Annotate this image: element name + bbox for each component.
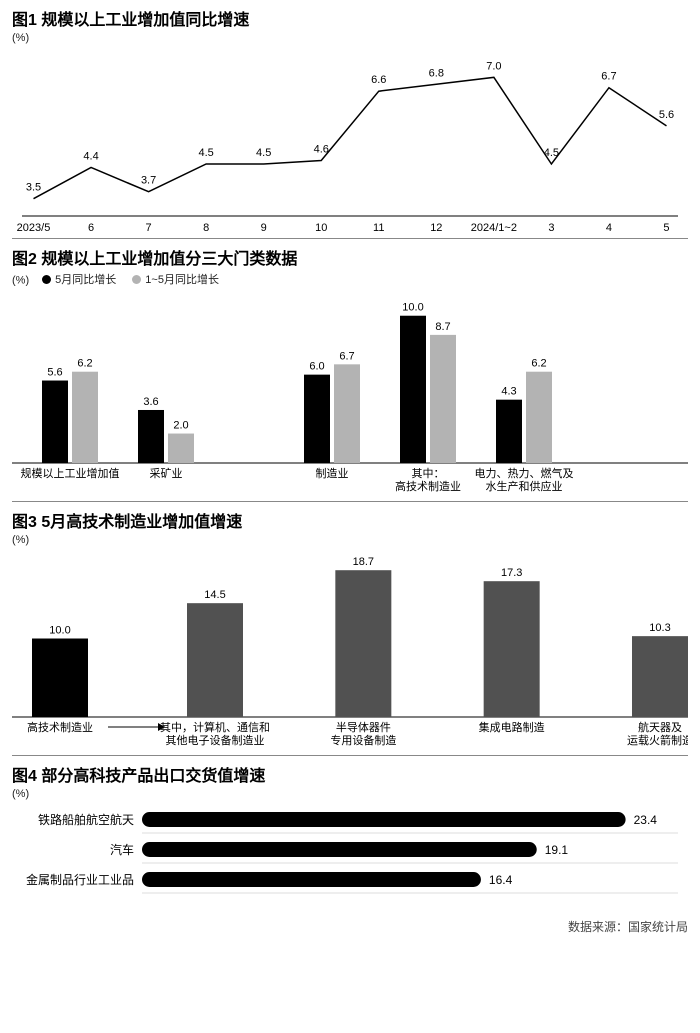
svg-text:2024/1~2: 2024/1~2 [471, 222, 517, 234]
chart2-legend-b: 1~5月同比增长 [132, 271, 219, 287]
chart2-legend-a-label: 5月同比增长 [55, 271, 116, 287]
svg-text:3.6: 3.6 [143, 396, 158, 408]
chart1-title: 图1 规模以上工业增加值同比增速 [12, 6, 688, 30]
svg-text:规模以上工业增加值: 规模以上工业增加值 [21, 466, 120, 480]
svg-text:4.6: 4.6 [314, 144, 329, 156]
svg-text:5.6: 5.6 [47, 367, 62, 379]
svg-text:半导体器件: 半导体器件 [336, 720, 391, 734]
svg-text:4: 4 [606, 222, 612, 234]
svg-text:运载火箭制造: 运载火箭制造 [627, 733, 688, 747]
svg-text:其中：: 其中： [412, 467, 445, 480]
svg-text:4.5: 4.5 [256, 147, 271, 159]
chart2-legend-b-label: 1~5月同比增长 [145, 271, 219, 287]
svg-text:10.0: 10.0 [402, 302, 423, 314]
svg-text:制造业: 制造业 [316, 466, 349, 480]
svg-text:17.3: 17.3 [501, 567, 522, 579]
svg-text:7: 7 [146, 222, 152, 234]
svg-text:6.0: 6.0 [309, 361, 324, 373]
svg-text:4.4: 4.4 [83, 150, 98, 162]
svg-text:3.7: 3.7 [141, 175, 156, 187]
chart2-unit: (%) 5月同比增长 1~5月同比增长 [12, 271, 688, 287]
svg-text:航天器及: 航天器及 [638, 720, 682, 734]
svg-text:采矿业: 采矿业 [150, 467, 183, 480]
svg-text:6.2: 6.2 [531, 358, 546, 370]
chart3-unit: (%) [12, 534, 688, 546]
svg-text:高技术制造业: 高技术制造业 [395, 479, 461, 493]
svg-text:6.6: 6.6 [371, 74, 386, 86]
svg-text:专用设备制造: 专用设备制造 [330, 733, 396, 747]
chart1-svg: 3.5 4.4 3.7 4.5 4.5 4.6 6.6 6.8 7.0 4.5 6.7 5.6 2023… [12, 48, 688, 238]
chart2-legend: 5月同比增长 1~5月同比增长 [42, 271, 219, 287]
svg-text:11: 11 [373, 222, 384, 234]
svg-text:10.3: 10.3 [649, 622, 670, 634]
chart2-svg: 5.6 6.2 规模以上工业增加值 3.6 2.0 采矿业 6.0 6.7 制造业 10.0 8.7… [12, 291, 688, 501]
svg-text:其他电子设备制造业: 其他电子设备制造业 [166, 733, 265, 747]
chart4-svg: 铁路船舶航空航天 23.4 汽车 19.1 金属制品行业工业品 16.4 [12, 804, 688, 914]
svg-text:6.7: 6.7 [601, 71, 616, 83]
chart2-unit-text: (%) [12, 275, 29, 287]
svg-text:4.3: 4.3 [501, 386, 516, 398]
svg-text:14.5: 14.5 [204, 589, 225, 601]
svg-text:高技术制造业: 高技术制造业 [27, 720, 93, 734]
svg-text:金属制品行业工业品: 金属制品行业工业品 [26, 872, 134, 887]
svg-text:6.7: 6.7 [339, 350, 354, 362]
legend-dot-gray [132, 275, 141, 284]
svg-text:19.1: 19.1 [545, 843, 569, 857]
chart4-block: 图4 部分高科技产品出口交货值增速 (%) 铁路船舶航空航天 23.4 汽车 19.1… [0, 756, 700, 914]
svg-text:2.0: 2.0 [173, 420, 188, 432]
chart3-title: 图3 5月高技术制造业增加值增速 [12, 508, 688, 532]
svg-text:4.5: 4.5 [544, 147, 559, 159]
svg-text:2023/5: 2023/5 [17, 222, 51, 234]
svg-text:16.4: 16.4 [489, 873, 513, 887]
svg-text:6: 6 [88, 222, 94, 234]
svg-text:电力、热力、燃气及: 电力、热力、燃气及 [475, 466, 574, 480]
chart1-unit: (%) [12, 32, 688, 44]
svg-text:3.5: 3.5 [26, 182, 41, 194]
svg-text:3: 3 [548, 222, 554, 234]
svg-text:6.8: 6.8 [429, 67, 444, 79]
svg-text:10.0: 10.0 [49, 625, 70, 637]
chart2-title: 图2 规模以上工业增加值分三大门类数据 [12, 245, 688, 269]
chart3-svg: 10.0 高技术制造业 14.5 其中，计算机、通信和其他电子设备制造业 18.7 半导体… [12, 550, 688, 755]
svg-text:9: 9 [261, 222, 267, 234]
svg-text:5: 5 [663, 222, 669, 234]
svg-text:8.7: 8.7 [435, 321, 450, 333]
svg-text:5.6: 5.6 [659, 109, 674, 121]
chart3-block: 图3 5月高技术制造业增加值增速 (%) 10.0 高技术制造业 14.5 其中，计算… [0, 502, 700, 755]
chart1-block: 图1 规模以上工业增加值同比增速 (%) 3.5 4.4 3.7 4.5 4.5 4.6 6… [0, 0, 700, 238]
svg-text:10: 10 [315, 222, 327, 234]
svg-text:18.7: 18.7 [353, 556, 374, 568]
svg-text:铁路船舶航空航天: 铁路船舶航空航天 [38, 812, 134, 827]
svg-text:23.4: 23.4 [634, 813, 658, 827]
legend-dot-black [42, 275, 51, 284]
svg-text:12: 12 [430, 222, 442, 234]
chart2-legend-a: 5月同比增长 [42, 271, 116, 287]
chart2-block: 图2 规模以上工业增加值分三大门类数据 (%) 5月同比增长 1~5月同比增长 … [0, 239, 700, 501]
data-source: 数据来源：国家统计局 [0, 914, 700, 943]
chart4-unit: (%) [12, 788, 688, 800]
svg-text:7.0: 7.0 [486, 60, 501, 72]
svg-text:集成电路制造: 集成电路制造 [479, 720, 545, 734]
svg-text:其中，计算机、通信和: 其中，计算机、通信和 [160, 720, 270, 734]
svg-text:8: 8 [203, 222, 209, 234]
svg-text:汽车: 汽车 [110, 842, 134, 857]
svg-text:4.5: 4.5 [198, 147, 213, 159]
svg-text:水生产和供应业: 水生产和供应业 [486, 479, 563, 493]
svg-text:6.2: 6.2 [77, 358, 92, 370]
chart4-title: 图4 部分高科技产品出口交货值增速 [12, 762, 688, 786]
